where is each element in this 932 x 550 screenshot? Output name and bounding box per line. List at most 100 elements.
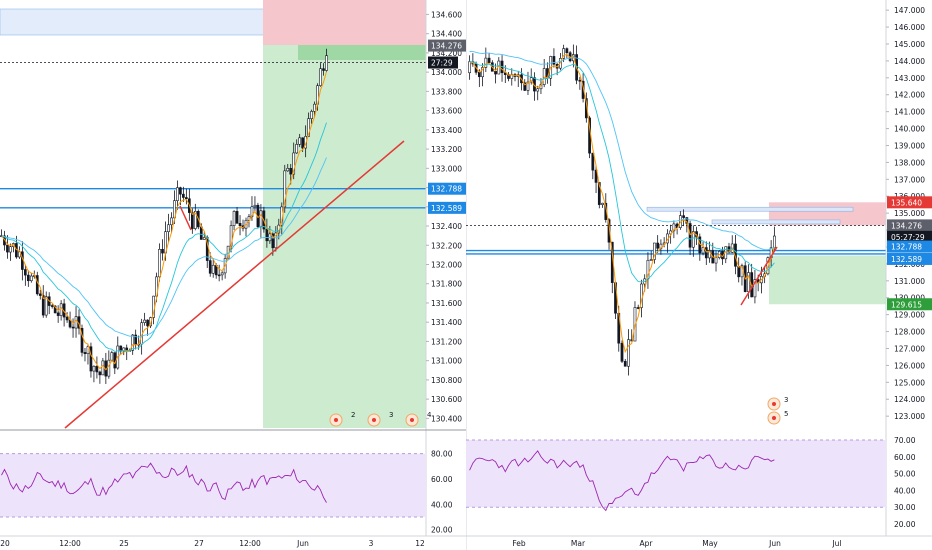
left-chart[interactable]: 2 3 4134.600134.400134.200134.000133.80013…	[0, 0, 466, 550]
price-tick-label: 131.000	[894, 277, 925, 286]
candle-body	[477, 72, 481, 78]
left-trendline[interactable]	[64, 140, 405, 429]
countdown-label: 05:27:29	[891, 233, 925, 242]
left-entry-band	[298, 45, 426, 60]
price-tick-label: 146.000	[894, 23, 925, 32]
price-tick-label: 139.000	[894, 141, 925, 150]
price-tick-label: 126.000	[894, 361, 925, 370]
price-tick-label: 131.800	[431, 280, 462, 289]
right-trendline[interactable]	[740, 246, 778, 306]
rsi-tick-label: 70.00	[894, 436, 916, 445]
price-tick-label: 133.200	[431, 145, 462, 154]
candle-body	[737, 265, 741, 278]
candle-body	[259, 210, 263, 228]
rsi-tick-label: 40.00	[431, 500, 453, 509]
left-ma-slow-line	[1, 122, 327, 352]
rsi-tick-label: 20.00	[894, 520, 916, 529]
candle-body	[232, 211, 236, 226]
candle-body	[176, 187, 179, 201]
candle-body	[494, 71, 497, 75]
candle-body	[65, 316, 69, 321]
stop-price-badge	[887, 196, 932, 209]
price-tick-label: 145.000	[894, 40, 925, 49]
price-tick-label: 123.000	[894, 412, 925, 421]
right-rsi-pane[interactable]: 70.00 60.00 50.00 40.00 30.00 20.00	[466, 436, 916, 529]
candle-body	[50, 305, 54, 307]
level-price-badge	[428, 201, 466, 214]
left-time-axis: 20 12:00 25 27 12:00 Jun 3 12	[0, 535, 466, 548]
price-tick-label: 131.200	[431, 337, 462, 346]
candle-body	[704, 247, 708, 259]
candle-body	[688, 223, 692, 248]
right-ma-slow-line	[469, 61, 775, 283]
candle-body	[211, 264, 215, 274]
right-price-pane[interactable]: 35	[466, 0, 886, 550]
candle-body	[313, 103, 316, 112]
level-price-label: 132.589	[431, 204, 462, 213]
candle-body	[265, 228, 269, 242]
candle-body	[190, 212, 194, 229]
price-tick-label: 129.000	[894, 311, 925, 320]
candle-body	[182, 193, 185, 198]
time-tick-label: Jun	[296, 539, 309, 548]
candle-body	[536, 88, 540, 92]
candle-body	[113, 352, 117, 369]
time-tick-label: 20	[0, 539, 10, 548]
left-ma-fast-line	[1, 71, 327, 371]
left-target-zone	[263, 45, 426, 428]
countdown-label: 27:29	[431, 59, 453, 68]
left-trend-stub[interactable]	[179, 205, 192, 231]
price-tick-label: 131.000	[431, 357, 462, 366]
event-badge-dot	[334, 418, 338, 422]
candle-body	[220, 272, 224, 276]
price-tick-label: 125.000	[894, 378, 925, 387]
level-price-label: 132.788	[431, 185, 462, 194]
candle-body	[325, 55, 328, 71]
candle-body	[89, 346, 93, 372]
level-price-label: 132.589	[891, 255, 922, 264]
candle-body	[286, 167, 290, 172]
price-tick-label: 133.400	[431, 126, 462, 135]
last-price-label: 134.276	[891, 221, 922, 230]
right-chart[interactable]: 35147.000146.000145.000144.000143.000142…	[466, 0, 932, 550]
price-tick-label: 131.600	[431, 299, 462, 308]
price-tick-label: 134.000	[431, 68, 462, 77]
left-rsi-pane[interactable]: 80.00 60.00 40.00 20.00	[0, 429, 466, 535]
candle-body	[44, 296, 48, 316]
target-price-label: 129.615	[891, 300, 922, 309]
candle-body	[708, 250, 711, 259]
candle-body	[38, 293, 42, 296]
price-tick-label: 131.400	[431, 318, 462, 327]
candle-body	[235, 211, 239, 224]
candle-body	[322, 68, 325, 71]
candle-body	[74, 316, 78, 329]
candle-body	[289, 167, 293, 175]
price-tick-label: 133.600	[431, 107, 462, 116]
candle-body	[562, 48, 566, 59]
time-tick-label: 12	[415, 539, 425, 548]
candle-body	[526, 81, 530, 91]
level-price-badge	[887, 240, 932, 253]
price-tick-label: 132.400	[431, 222, 462, 231]
rsi-tick-label: 30.00	[894, 503, 916, 512]
rsi-tick-label: 60.00	[431, 475, 453, 484]
candle-body	[691, 231, 695, 248]
candle-body	[487, 57, 491, 64]
left-price-pane[interactable]: 2 3 4	[0, 0, 432, 429]
candle-body	[253, 204, 257, 208]
last-price-badge	[428, 39, 466, 52]
rsi-tick-label: 50.00	[894, 470, 916, 479]
candle-body	[110, 352, 114, 361]
stop-price-label: 135.640	[891, 198, 922, 207]
time-tick-label: Feb	[512, 539, 526, 548]
countdown-badge	[887, 230, 932, 243]
event-badge-count: 3	[389, 411, 393, 419]
candle-body	[753, 279, 757, 298]
time-tick-label: Jun	[768, 539, 781, 548]
candle-body	[656, 242, 660, 249]
candle-body	[301, 137, 304, 149]
right-target-zone	[769, 255, 886, 305]
right-rsi-line	[469, 450, 775, 512]
price-tick-label: 141.000	[894, 108, 925, 117]
